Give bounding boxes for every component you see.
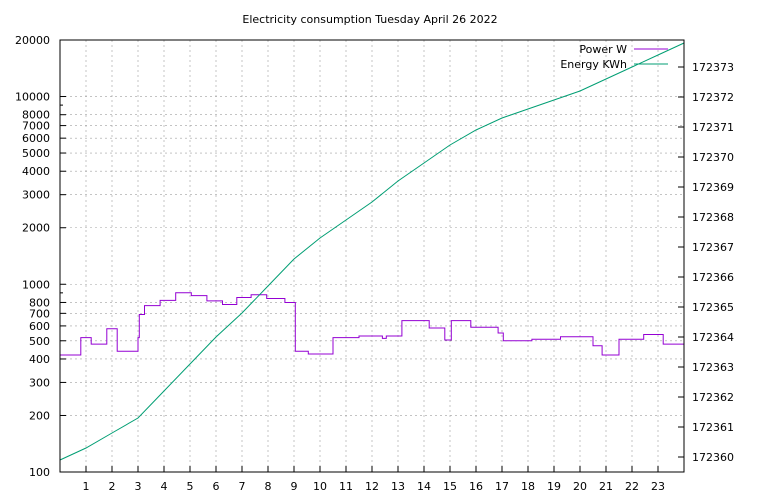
y2-tick-label: 172364: [692, 331, 734, 344]
x-tick-label: 20: [573, 480, 587, 493]
y2-tick-label: 172368: [692, 211, 734, 224]
y2-tick-label: 172362: [692, 391, 734, 404]
legend-label: Energy KWh: [560, 58, 627, 71]
x-tick-label: 14: [417, 480, 431, 493]
y2-tick-label: 172372: [692, 91, 734, 104]
y-tick-label: 400: [29, 353, 50, 366]
x-tick-label: 1: [83, 480, 90, 493]
x-axis-ticks: 1 2 3 4 5 6 7 8 9 10 11 12 13 14 15 16 17 18 19 20 21 22 23: [83, 466, 665, 493]
right-axis-ticks: 172360 172361 172362 172363 172364 172365 1723…: [678, 61, 734, 464]
y-tick-label: 700: [29, 307, 50, 320]
y2-tick-label: 172373: [692, 61, 734, 74]
y2-tick-label: 172367: [692, 241, 734, 254]
x-tick-label: 19: [547, 480, 561, 493]
x-tick-label: 9: [291, 480, 298, 493]
x-tick-label: 4: [161, 480, 168, 493]
y-tick-label: 10000: [15, 91, 50, 104]
x-tick-label: 18: [521, 480, 535, 493]
x-tick-label: 8: [265, 480, 272, 493]
chart-title: Electricity consumption Tuesday April 26…: [242, 13, 497, 26]
y2-tick-label: 172365: [692, 301, 734, 314]
series-line-0: [60, 292, 684, 356]
x-tick-label: 17: [495, 480, 509, 493]
x-tick-label: 3: [135, 480, 142, 493]
x-tick-label: 12: [365, 480, 379, 493]
series-lines: [59, 42, 685, 461]
series-line-1: [59, 42, 685, 461]
grid: [60, 40, 684, 472]
legend-label: Power W: [579, 43, 627, 56]
x-tick-label: 21: [599, 480, 613, 493]
x-tick-label: 7: [239, 480, 246, 493]
y-tick-label: 5000: [22, 147, 50, 160]
y2-tick-label: 172371: [692, 121, 734, 134]
y-tick-label: 3000: [22, 189, 50, 202]
plot-border: [59, 39, 685, 473]
x-tick-label: 23: [651, 480, 665, 493]
legend: Power W Energy KWh: [560, 43, 668, 71]
x-tick-label: 10: [313, 480, 327, 493]
y2-tick-label: 172360: [692, 451, 734, 464]
y-tick-label: 200: [29, 409, 50, 422]
y2-tick-label: 172370: [692, 151, 734, 164]
y-tick-label: 100: [29, 466, 50, 479]
y2-tick-label: 172363: [692, 361, 734, 374]
x-tick-label: 22: [625, 480, 639, 493]
y-tick-label: 300: [29, 376, 50, 389]
x-tick-label: 11: [339, 480, 353, 493]
y2-tick-label: 172369: [692, 181, 734, 194]
y-tick-label: 1000: [22, 278, 50, 291]
x-tick-label: 5: [187, 480, 194, 493]
y-tick-label: 2000: [22, 222, 50, 235]
x-tick-label: 6: [213, 480, 220, 493]
x-tick-label: 2: [109, 480, 116, 493]
y2-tick-label: 172361: [692, 421, 734, 434]
y-tick-label: 600: [29, 320, 50, 333]
x-tick-label: 16: [469, 480, 483, 493]
x-tick-label: 13: [391, 480, 405, 493]
y-tick-label: 500: [29, 335, 50, 348]
y-tick-label: 4000: [22, 165, 50, 178]
y-tick-label: 20000: [15, 34, 50, 47]
y-tick-label: 800: [29, 296, 50, 309]
x-tick-label: 15: [443, 480, 457, 493]
y-tick-label: 6000: [22, 132, 50, 145]
y2-tick-label: 172366: [692, 271, 734, 284]
y-tick-label: 7000: [22, 120, 50, 133]
y-tick-label: 8000: [22, 109, 50, 122]
